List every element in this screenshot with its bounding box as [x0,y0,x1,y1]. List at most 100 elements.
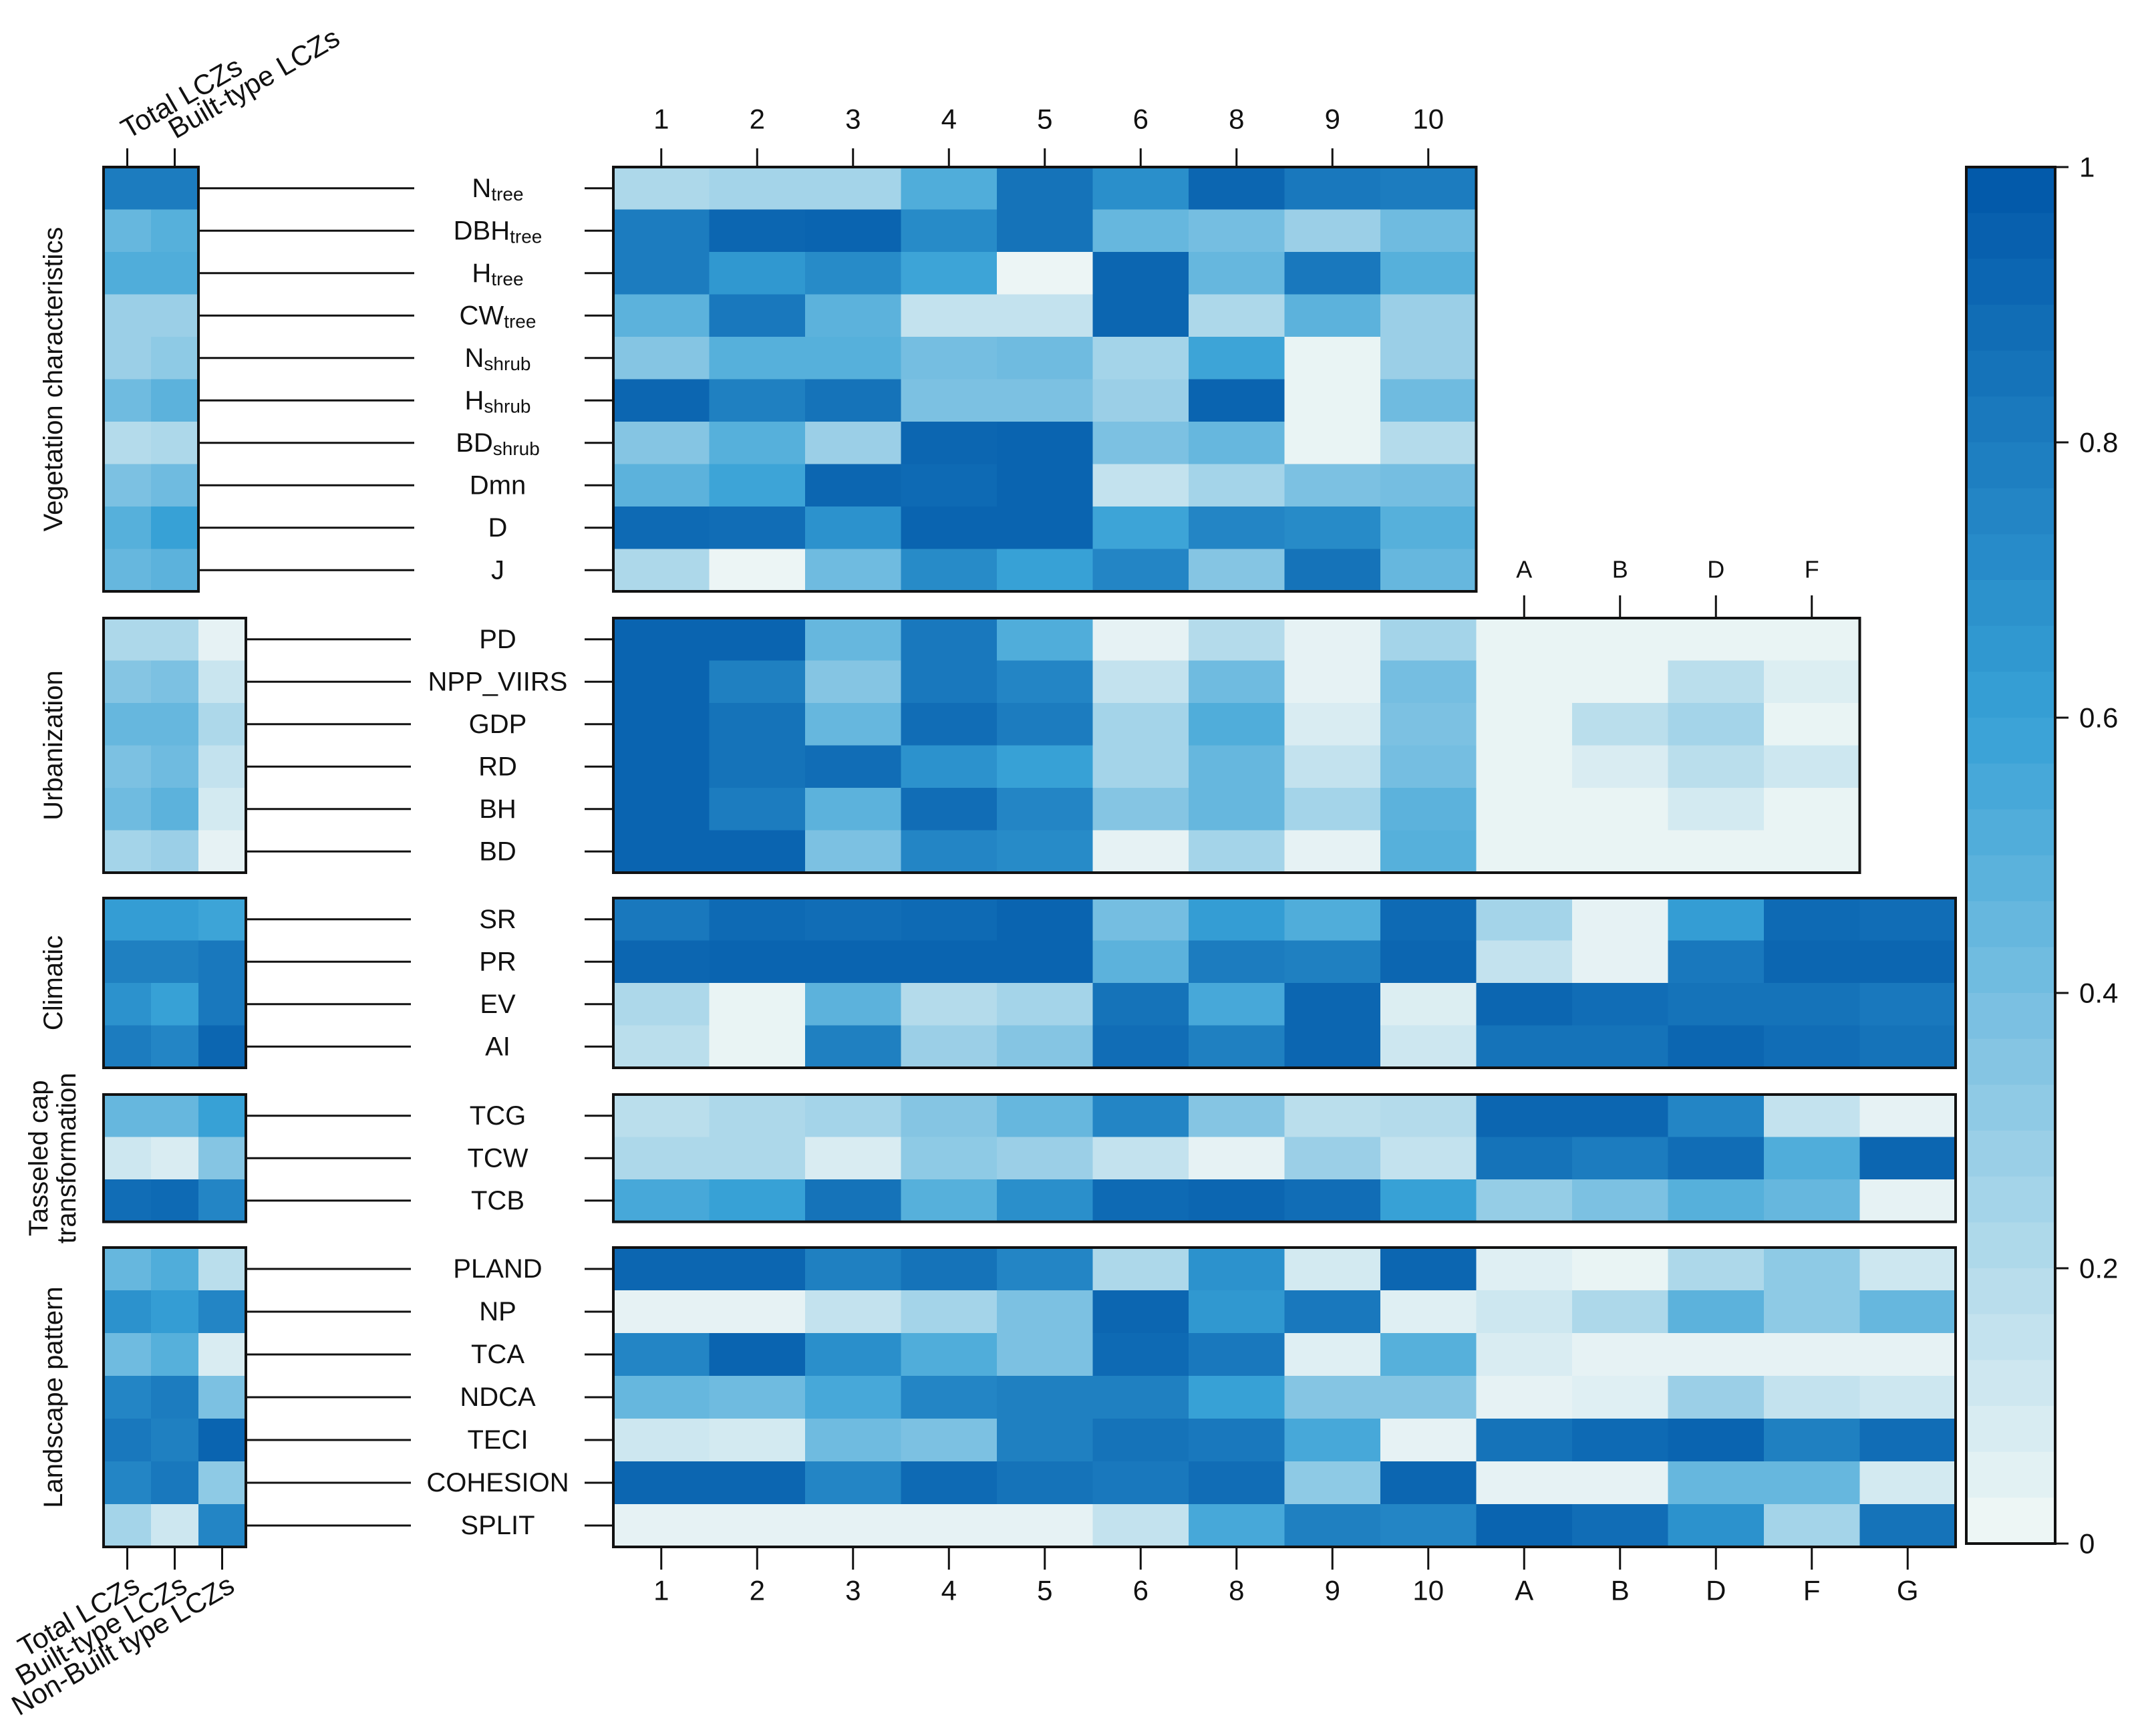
main-cell-teci-3 [901,1419,998,1462]
main-cell-cwtree-8 [1380,294,1477,337]
main-cell-tcg-1 [709,1095,806,1138]
left-cell-np-0 [104,1290,152,1334]
main-cell-tcg-4 [997,1095,1094,1138]
main-cell-tcb-11 [1668,1179,1765,1223]
main-cell-bd-11 [1668,830,1765,873]
left-cell-ev-1 [151,983,199,1026]
main-cell-teci-6 [1189,1419,1285,1462]
colorbar-step [1966,1131,2055,1177]
main-cell-hshrub-0 [613,379,710,422]
main-cell-split-4 [997,1504,1094,1548]
main-cell-pr-3 [901,940,998,984]
main-cell-sr-7 [1284,898,1381,942]
main-cell-hshrub-5 [1092,379,1189,422]
colorbar-step [1966,396,2055,443]
main-cell-bd-0 [613,830,710,873]
colorbar-step [1966,625,2055,673]
main-cell-dbhtree-1 [709,209,806,253]
main-cell-tca-1 [709,1333,806,1377]
main-cell-pr-10 [1572,940,1669,984]
colorbar-tick-label-1: 1 [2079,152,2095,183]
main-cell-split-11 [1668,1504,1765,1548]
main-cell-hshrub-7 [1284,379,1381,422]
left-cell-npp-viirs-0 [104,660,152,704]
group-label-landscape-pattern: Landscape pattern [39,1286,68,1507]
main-cell-sr-13 [1859,898,1956,942]
main-cell-d-6 [1189,507,1285,550]
left-cell-teci-0 [104,1419,152,1462]
main-cell-bh-11 [1668,788,1765,831]
main-cell-cohesion-6 [1189,1461,1285,1505]
main-cell-pland-11 [1668,1248,1765,1291]
main-cell-hshrub-3 [901,379,998,422]
main-cell-npp-viirs-8 [1380,660,1477,704]
main-cell-tca-6 [1189,1333,1285,1377]
main-cell-split-7 [1284,1504,1381,1548]
main-cell-gdp-1 [709,703,806,746]
main-cell-dbhtree-0 [613,209,710,253]
colorbar-tick-label-0-8: 0.8 [2079,427,2118,458]
main-cell-tcg-10 [1572,1095,1669,1138]
extra-col-label-f: F [1805,556,1819,583]
main-cell-cwtree-7 [1284,294,1381,337]
main-cell-npp-viirs-6 [1189,660,1285,704]
main-cell-bdshrub-1 [709,422,806,465]
row-label-rd: RD [478,752,517,781]
main-cell-tcg-2 [805,1095,902,1138]
main-cell-ev-13 [1859,983,1956,1026]
main-cell-cohesion-10 [1572,1461,1669,1505]
main-cell-gdp-11 [1668,703,1765,746]
main-cell-cohesion-1 [709,1461,806,1505]
main-cell-np-11 [1668,1290,1765,1334]
main-cell-pd-6 [1189,618,1285,662]
left-cell-tcg-2 [198,1095,247,1138]
left-cell-tcb-1 [151,1179,199,1223]
main-cell-np-4 [997,1290,1094,1334]
main-cell-npp-viirs-11 [1668,660,1765,704]
colorbar-step [1966,167,2055,214]
main-cell-ndca-7 [1284,1376,1381,1419]
main-cell-pd-3 [901,618,998,662]
main-cell-ai-13 [1859,1025,1956,1068]
main-cell-j-2 [805,549,902,592]
left-cell-hshrub-0 [104,379,152,422]
main-cell-ai-11 [1668,1025,1765,1068]
left-cell-d-0 [104,507,152,550]
main-cell-ntree-4 [997,167,1094,210]
main-cell-pland-5 [1092,1248,1189,1291]
main-cell-cwtree-5 [1092,294,1189,337]
main-cell-ndca-12 [1764,1376,1861,1419]
main-cell-ndca-2 [805,1376,902,1419]
main-cell-tcg-7 [1284,1095,1381,1138]
main-cell-bh-9 [1476,788,1573,831]
main-cell-tcb-6 [1189,1179,1285,1223]
bottom-col-label-a: A [1515,1575,1533,1606]
top-col-label-3: 3 [845,104,861,135]
main-cell-cohesion-9 [1476,1461,1573,1505]
colorbar-tick-label-0-2: 0.2 [2079,1253,2118,1284]
row-label-j: J [491,555,504,585]
main-cell-cohesion-4 [997,1461,1094,1505]
left-cell-tca-0 [104,1333,152,1377]
left-cell-ev-2 [198,983,247,1026]
left-cell-d-1 [151,507,199,550]
colorbar: 0 0.2 0.4 0.6 0.8 1 [1965,152,2118,1560]
main-cell-npp-viirs-7 [1284,660,1381,704]
main-cell-ai-3 [901,1025,998,1068]
left-cell-ev-0 [104,983,152,1026]
main-cell-d-7 [1284,507,1381,550]
main-cell-ndca-11 [1668,1376,1765,1419]
main-cell-split-9 [1476,1504,1573,1548]
main-cell-rd-4 [997,745,1094,788]
row-label-tcg: TCG [470,1101,526,1131]
colorbar-tick-label-0-6: 0.6 [2079,702,2118,734]
left-cell-ai-0 [104,1025,152,1068]
main-cell-pd-4 [997,618,1094,662]
main-cell-dmn-5 [1092,464,1189,507]
main-cell-ai-1 [709,1025,806,1068]
main-cell-tcb-12 [1764,1179,1861,1223]
main-cell-ai-8 [1380,1025,1477,1068]
left-cell-j-1 [151,549,199,592]
left-cell-htree-1 [151,252,199,295]
main-cell-teci-11 [1668,1419,1765,1462]
